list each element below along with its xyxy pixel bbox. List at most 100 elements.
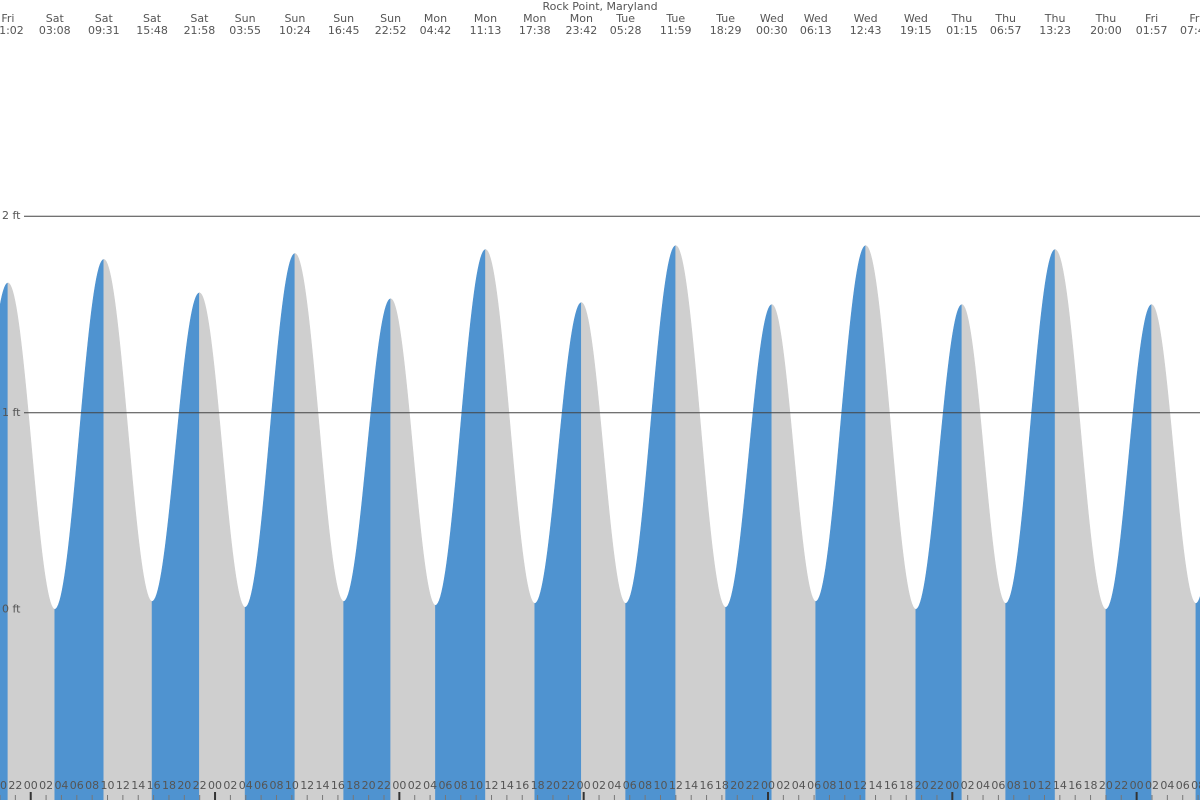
- x-tick-label: 18: [899, 779, 913, 792]
- extreme-day: Sat: [95, 12, 114, 25]
- x-tick-label: 10: [838, 779, 852, 792]
- x-tick-label: 12: [1037, 779, 1051, 792]
- x-tick-label: 14: [500, 779, 514, 792]
- x-tick-label: 10: [285, 779, 299, 792]
- extreme-day: Tue: [665, 12, 685, 25]
- tide-segment: [199, 292, 246, 800]
- x-tick-label: 06: [1176, 779, 1190, 792]
- x-tick-label: 18: [1084, 779, 1098, 792]
- x-tick-label: 08: [822, 779, 836, 792]
- tide-segment: [390, 298, 436, 800]
- x-tick-label: 00: [1130, 779, 1144, 792]
- extreme-time: 20:00: [1090, 24, 1122, 37]
- x-tick-label: 02: [408, 779, 422, 792]
- x-tick-label: 04: [792, 779, 806, 792]
- extreme-time: 12:43: [850, 24, 882, 37]
- x-tick-label: 04: [1160, 779, 1174, 792]
- x-tick-label: 08: [638, 779, 652, 792]
- x-tick-label: 20: [362, 779, 376, 792]
- x-tick-label: 06: [991, 779, 1005, 792]
- tide-segment: [1151, 304, 1197, 800]
- extreme-time: 03:08: [39, 24, 71, 37]
- extreme-day: Sun: [284, 12, 305, 25]
- extreme-day: Wed: [760, 12, 784, 25]
- x-tick-label: 00: [208, 779, 222, 792]
- x-tick-label: 14: [684, 779, 698, 792]
- x-tick-label: 02: [223, 779, 237, 792]
- x-tick-label: 06: [438, 779, 452, 792]
- x-tick-label: 16: [700, 779, 714, 792]
- extreme-day: Mon: [424, 12, 447, 25]
- x-tick-label: 22: [930, 779, 944, 792]
- extreme-time: 04:42: [420, 24, 452, 37]
- extreme-day: Thu: [1095, 12, 1117, 25]
- x-tick-label: 10: [1022, 779, 1036, 792]
- tide-segment: [581, 302, 626, 800]
- x-tick-label: 16: [147, 779, 161, 792]
- x-tick-label: 08: [454, 779, 468, 792]
- extreme-time: 18:29: [710, 24, 742, 37]
- extreme-day: Sat: [46, 12, 65, 25]
- extreme-day: Mon: [570, 12, 593, 25]
- tide-segment: [343, 298, 391, 800]
- extreme-day: Fri: [1, 12, 14, 25]
- x-tick-label: 04: [607, 779, 621, 792]
- x-tick-label: 22: [1114, 779, 1128, 792]
- extreme-day: Thu: [994, 12, 1016, 25]
- tide-segment: [435, 249, 486, 800]
- extreme-time: 06:13: [800, 24, 832, 37]
- extreme-day: Sun: [333, 12, 354, 25]
- tide-segment: [915, 304, 963, 800]
- tide-segment: [151, 292, 200, 800]
- tide-segment: [1105, 304, 1152, 800]
- tide-segment: [815, 245, 866, 800]
- extreme-day: Wed: [904, 12, 928, 25]
- tide-segment: [675, 245, 726, 800]
- tide-segment: [294, 253, 344, 800]
- extreme-time: 00:30: [756, 24, 788, 37]
- extreme-day: Mon: [523, 12, 546, 25]
- x-tick-label: 16: [331, 779, 345, 792]
- x-tick-label: 22: [377, 779, 391, 792]
- tide-segment: [244, 253, 296, 800]
- extreme-time: 01:57: [1136, 24, 1168, 37]
- x-tick-label: 14: [131, 779, 145, 792]
- x-tick-label: 12: [300, 779, 314, 792]
- x-tick-label: 22: [8, 779, 22, 792]
- x-tick-label: 04: [976, 779, 990, 792]
- x-tick-label: 18: [531, 779, 545, 792]
- x-tick-label: 20: [1099, 779, 1113, 792]
- x-tick-label: 02: [1145, 779, 1159, 792]
- extreme-time: 11:59: [660, 24, 692, 37]
- x-tick-label: 06: [623, 779, 637, 792]
- x-tick-label: 20: [915, 779, 929, 792]
- x-tick-label: 14: [869, 779, 883, 792]
- x-tick-label: 06: [807, 779, 821, 792]
- x-tick-label: 14: [1053, 779, 1067, 792]
- x-tick-label: 16: [884, 779, 898, 792]
- x-tick-label: 20: [546, 779, 560, 792]
- x-tick-label: 00: [945, 779, 959, 792]
- x-tick-label: 10: [469, 779, 483, 792]
- x-tick-label: 08: [1191, 779, 1200, 792]
- x-tick-label: 02: [592, 779, 606, 792]
- x-tick-label: 20: [730, 779, 744, 792]
- extreme-day: Sun: [380, 12, 401, 25]
- extreme-day: Thu: [951, 12, 973, 25]
- y-tick-label: 2 ft: [2, 209, 21, 222]
- x-tick-label: 02: [776, 779, 790, 792]
- extreme-time: 19:15: [900, 24, 932, 37]
- tide-segment: [1054, 249, 1107, 800]
- x-tick-label: 22: [193, 779, 207, 792]
- extreme-time: 22:52: [375, 24, 407, 37]
- extreme-time: 01:15: [946, 24, 978, 37]
- x-tick-label: 04: [54, 779, 68, 792]
- extreme-time: 03:55: [229, 24, 261, 37]
- tide-segment: [103, 258, 153, 800]
- extreme-time: 13:23: [1039, 24, 1071, 37]
- tide-segment: [625, 245, 677, 800]
- tide-segment: [7, 282, 56, 800]
- extreme-time: 07:43: [1180, 24, 1200, 37]
- extreme-day: Sun: [235, 12, 256, 25]
- tide-segment: [865, 245, 917, 800]
